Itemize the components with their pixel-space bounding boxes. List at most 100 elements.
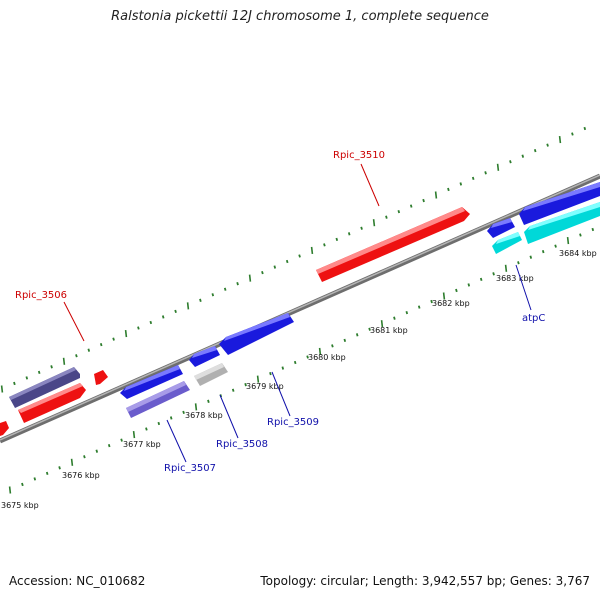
forward-track-minor-tick	[298, 254, 301, 258]
gene-rpic-3507-feature[interactable]	[126, 381, 190, 418]
reverse-track-minor-tick	[355, 333, 359, 337]
forward-track-minor-tick	[285, 259, 289, 264]
gene-left-edge-red-feature[interactable]	[0, 421, 9, 436]
reverse-track-minor-tick	[293, 360, 297, 365]
gene-label-rpic-3507[interactable]: Rpic_3507	[164, 463, 216, 474]
forward-track-minor-tick	[521, 154, 525, 158]
forward-track-major-tick	[434, 191, 438, 199]
forward-track-minor-tick	[261, 270, 264, 275]
forward-track-minor-tick	[583, 126, 587, 131]
forward-track-major-tick	[62, 357, 66, 365]
gene-rpic-3506-feature[interactable]	[18, 383, 86, 423]
gene-label-rpic-3510[interactable]: Rpic_3510	[333, 150, 385, 161]
kbp-label-3680: 3680 kbp	[308, 353, 346, 362]
reverse-track-minor-tick	[244, 383, 247, 387]
forward-track-minor-tick	[112, 337, 115, 341]
forward-track-minor-tick	[199, 298, 202, 302]
reverse-track-major-tick	[318, 347, 322, 356]
gene-rpic-3510-feature[interactable]	[316, 207, 470, 282]
reverse-track-minor-tick	[331, 344, 334, 348]
reverse-track-minor-tick	[21, 482, 24, 487]
reverse-track-minor-tick	[554, 244, 557, 248]
gene-cyan-small-feature[interactable]	[492, 232, 522, 254]
forward-track-major-tick	[372, 219, 376, 227]
reverse-track-major-tick	[132, 430, 136, 439]
kbp-label-3683: 3683 kbp	[496, 274, 534, 283]
reverse-track-minor-tick	[393, 316, 396, 320]
forward-track-major-tick	[558, 135, 562, 144]
reverse-track-minor-tick	[343, 338, 347, 342]
forward-track-minor-tick	[50, 365, 53, 369]
reverse-track-major-tick	[194, 403, 198, 411]
gene-rpic-3509-feature[interactable]	[219, 313, 294, 355]
forward-track-minor-tick	[509, 160, 512, 164]
kbp-scale-labels: 3675 kbp 3676 kbp 3677 kbp 3678 kbp 3679 kbp…	[1, 249, 597, 510]
gene-atpc-feature[interactable]	[524, 202, 600, 244]
gene-blue-right-feature[interactable]	[519, 182, 600, 225]
reverse-track-minor-tick	[405, 310, 409, 315]
reverse-track-minor-tick	[95, 449, 99, 453]
reverse-track-minor-tick	[492, 272, 495, 276]
gene-blue-b-feature[interactable]	[189, 346, 220, 367]
reverse-track-minor-tick	[541, 250, 545, 254]
reverse-track-major-tick	[504, 264, 508, 272]
forward-track-minor-tick	[447, 187, 450, 192]
forward-track-minor-tick	[323, 243, 326, 247]
forward-track-minor-tick	[484, 171, 487, 175]
gene-blue-a-feature[interactable]	[120, 365, 183, 399]
gene-rpic-3505-feature[interactable]	[9, 367, 80, 408]
reverse-track-major-tick	[442, 292, 446, 300]
gene-label-atpc[interactable]: atpC	[522, 313, 545, 324]
forward-track-minor-tick	[459, 182, 463, 186]
map-title: Ralstonia pickettii 12J chromosome 1, co…	[111, 9, 489, 24]
forward-track-minor-tick	[223, 287, 227, 291]
gene-label-rpic-3508[interactable]: Rpic_3508	[216, 439, 268, 450]
forward-track-minor-tick	[99, 343, 103, 347]
forward-track-major-tick	[186, 302, 190, 310]
reverse-track-minor-tick	[231, 388, 235, 392]
forward-track-minor-tick	[149, 320, 153, 325]
gene-label-rpic-3509[interactable]: Rpic_3509	[267, 417, 319, 428]
forward-track-major-tick	[0, 385, 4, 393]
forward-track-minor-tick	[571, 132, 574, 136]
reverse-track-minor-tick	[58, 466, 61, 470]
reverse-track-minor-tick	[182, 410, 185, 415]
reverse-track-minor-tick	[417, 305, 421, 309]
forward-track-minor-tick	[385, 215, 388, 219]
reverse-track-minor-tick	[169, 416, 173, 420]
forward-track-major-tick	[124, 329, 128, 338]
tick-track-reverse	[8, 227, 595, 494]
forward-track-minor-tick	[360, 226, 363, 230]
gene-small-red-feature[interactable]	[94, 370, 108, 385]
chromosome-backbone	[0, 173, 600, 444]
reverse-track-minor-tick	[33, 477, 37, 481]
reverse-track-minor-tick	[529, 255, 533, 259]
reverse-track-minor-tick	[579, 233, 582, 237]
forward-track-major-tick	[248, 274, 252, 282]
reverse-track-minor-tick	[479, 277, 483, 282]
kbp-label-3684: 3684 kbp	[559, 249, 597, 258]
kbp-label-3677: 3677 kbp	[123, 440, 161, 449]
kbp-label-3678: 3678 kbp	[185, 411, 223, 420]
forward-track-minor-tick	[174, 309, 177, 314]
reverse-track-minor-tick	[120, 438, 123, 442]
kbp-label-3682: 3682 kbp	[432, 299, 470, 308]
reverse-track-minor-tick	[368, 327, 371, 331]
gene-rpic-3508-feature[interactable]	[194, 363, 228, 386]
gene-blue-c-feature[interactable]	[487, 218, 515, 238]
forward-track-minor-tick	[137, 326, 140, 330]
forward-track-minor-tick	[161, 315, 165, 319]
reverse-track-minor-tick	[467, 283, 471, 287]
forward-track-minor-tick	[236, 282, 239, 286]
gene-label-rpic-3506[interactable]: Rpic_3506	[15, 290, 67, 301]
forward-track-major-tick	[310, 246, 314, 255]
forward-track-major-tick	[496, 163, 500, 171]
reverse-track-major-tick	[8, 486, 12, 494]
genome-stats-text: Topology: circular; Length: 3,942,557 bp…	[260, 574, 590, 588]
forward-track-minor-tick	[25, 376, 29, 380]
reverse-track-minor-tick	[455, 288, 458, 293]
reverse-track-minor-tick	[83, 455, 86, 459]
reverse-track-minor-tick	[107, 444, 111, 448]
forward-track-minor-tick	[546, 143, 549, 147]
